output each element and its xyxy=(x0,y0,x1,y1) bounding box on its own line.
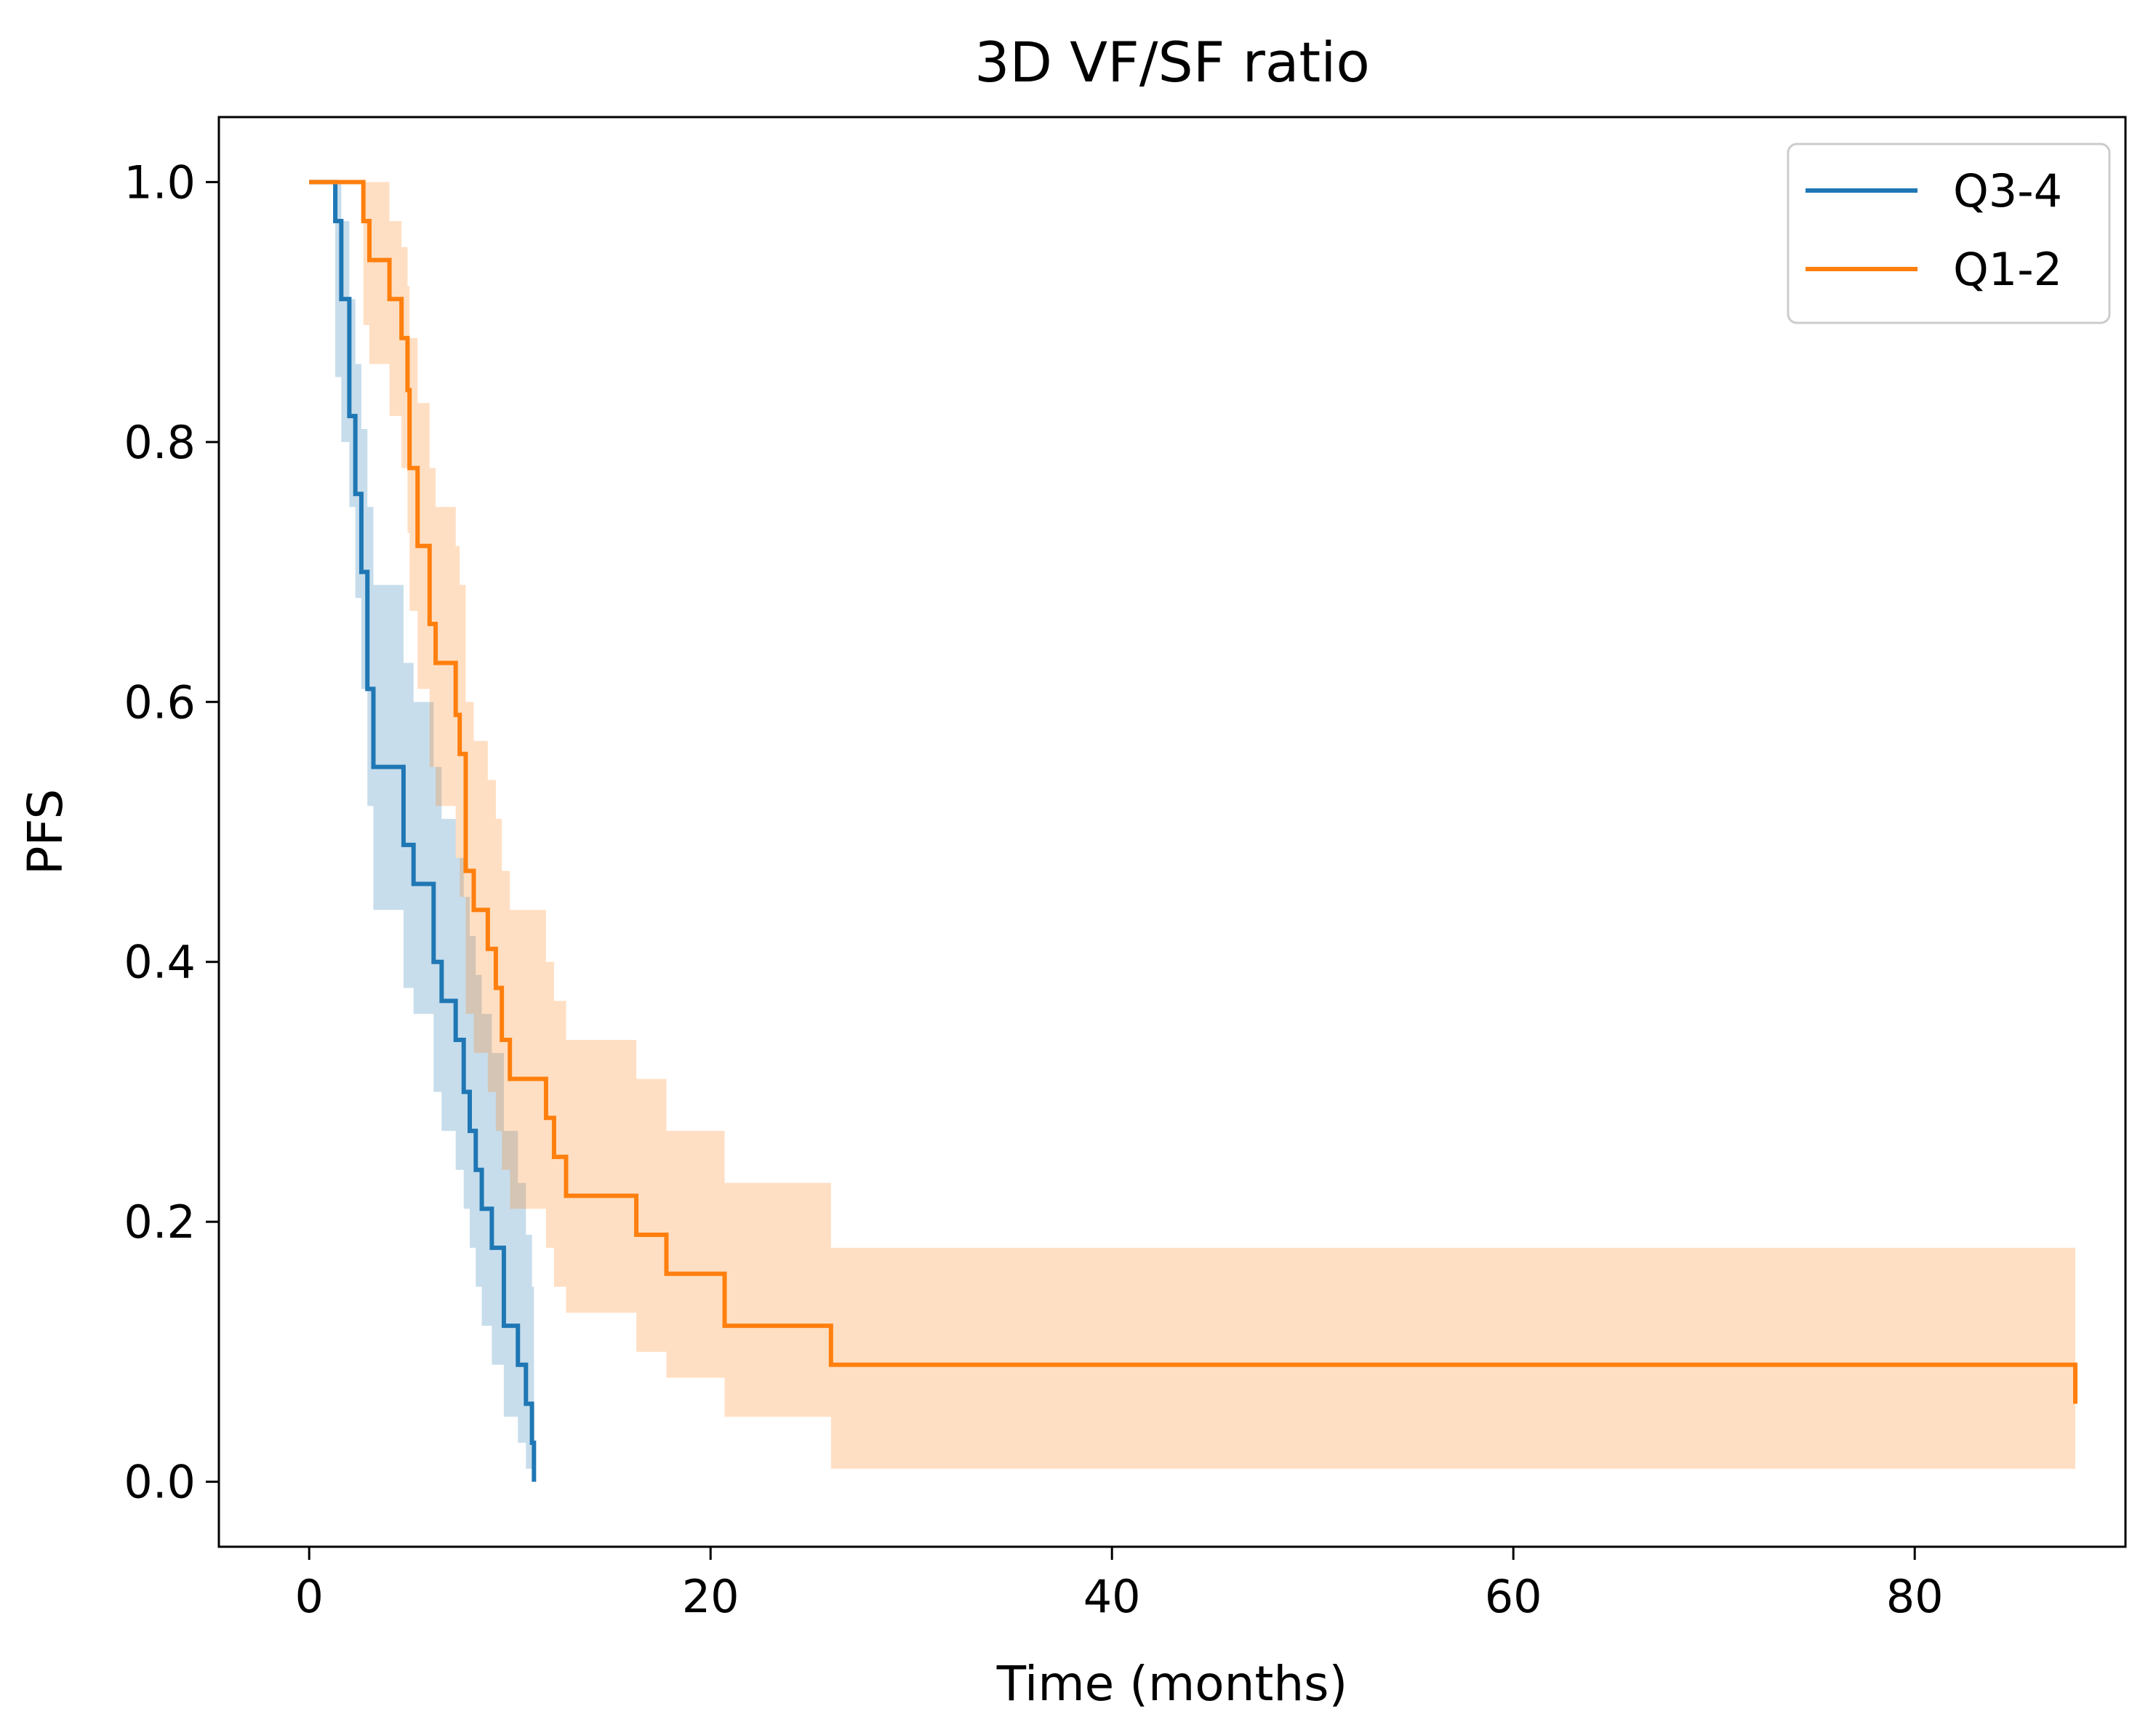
x-tick-label: 0 xyxy=(294,1570,323,1623)
x-tick-label: 20 xyxy=(682,1570,740,1623)
y-tick-label: 1.0 xyxy=(124,156,196,209)
plot-frame xyxy=(217,116,2127,1548)
y-axis-label: PFS xyxy=(17,789,73,876)
y-tick-label: 0.2 xyxy=(124,1196,196,1249)
survival-line-q3-4 xyxy=(309,180,537,1482)
ci-band-q1-2 xyxy=(309,182,2076,1469)
legend: Q3-4 Q1-2 xyxy=(1787,143,2111,324)
chart-title: 3D VF/SF ratio xyxy=(974,30,1370,95)
x-axis: 0 20 40 60 80 xyxy=(294,1547,1944,1623)
legend-label-q3-4: Q3-4 xyxy=(1953,164,2062,217)
x-axis-label: Time (months) xyxy=(996,1656,1348,1712)
y-tick-label: 0.8 xyxy=(124,416,196,469)
y-tick-label: 0.4 xyxy=(124,936,196,989)
y-tick-label: 0.0 xyxy=(124,1456,196,1509)
y-axis: 0.0 0.2 0.4 0.6 0.8 1.0 xyxy=(124,156,219,1509)
x-tick-label: 40 xyxy=(1083,1570,1141,1623)
survival-lines xyxy=(309,180,2077,1482)
x-tick-label: 80 xyxy=(1886,1570,1944,1623)
survival-line-q1-2 xyxy=(309,180,2077,1404)
x-tick-label: 60 xyxy=(1485,1570,1542,1623)
y-tick-label: 0.6 xyxy=(124,676,196,729)
legend-label-q1-2: Q1-2 xyxy=(1953,243,2062,296)
